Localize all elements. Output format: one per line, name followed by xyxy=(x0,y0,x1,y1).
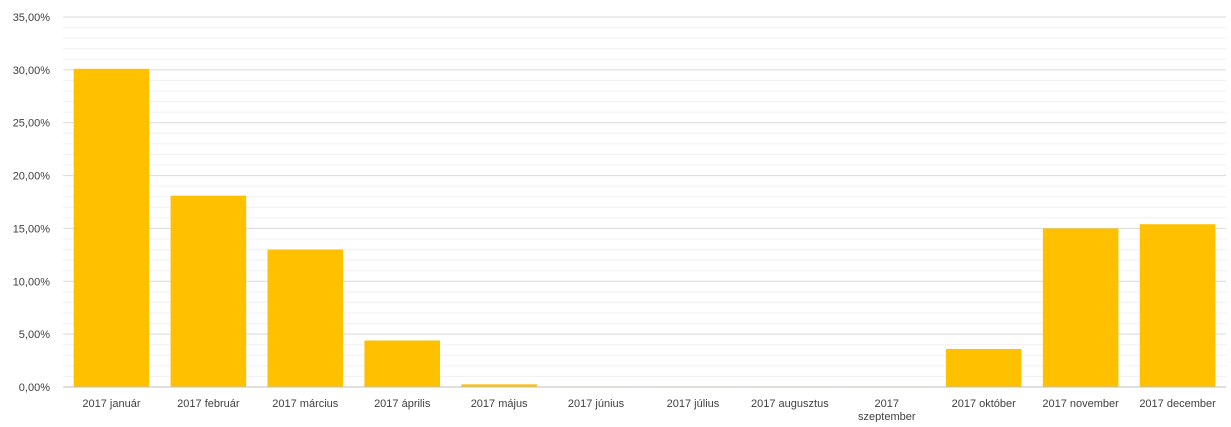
x-tick-label: 2017 október xyxy=(952,398,1017,410)
x-tick-label: 2017 március xyxy=(272,398,339,410)
bar xyxy=(461,384,537,387)
bar xyxy=(364,340,441,387)
y-tick-label: 10,00% xyxy=(13,276,51,288)
bars xyxy=(73,68,1216,388)
bar xyxy=(1042,228,1119,387)
x-tick-label: 2017 július xyxy=(667,398,720,410)
x-tick-label: 2017 február xyxy=(177,398,240,410)
y-tick-label: 20,00% xyxy=(13,171,51,183)
x-tick-label: 2017 május xyxy=(471,398,528,410)
bar xyxy=(170,195,247,387)
x-tick-label: 2017 november xyxy=(1042,398,1119,410)
x-axis-tick-labels: 2017 január 2017 február 2017 március 2017 … xyxy=(82,398,1216,423)
x-tick-label: 2017 január xyxy=(82,398,140,410)
x-tick-label: 2017 szeptember xyxy=(858,398,916,422)
bar xyxy=(267,249,344,387)
y-tick-label: 30,00% xyxy=(13,65,51,77)
y-tick-label: 35,00% xyxy=(13,12,51,24)
bar xyxy=(945,348,1022,387)
x-tick-label: 2017 augusztus xyxy=(751,398,829,410)
y-tick-label: 15,00% xyxy=(13,223,51,235)
bar xyxy=(1139,224,1216,387)
y-tick-label: 5,00% xyxy=(19,329,50,341)
y-tick-label: 25,00% xyxy=(13,118,51,130)
x-tick-label: 2017 június xyxy=(568,398,625,410)
x-tick-label: 2017 április xyxy=(374,398,431,410)
gridlines xyxy=(63,16,1226,377)
y-tick-label: 0,00% xyxy=(19,382,50,394)
y-axis-tick-labels: 0,00% 5,00% 10,00% 15,00% 20,00% 25,00% 30,00%… xyxy=(13,12,51,394)
x-tick-label: 2017 december xyxy=(1139,398,1216,410)
bar xyxy=(73,68,150,388)
